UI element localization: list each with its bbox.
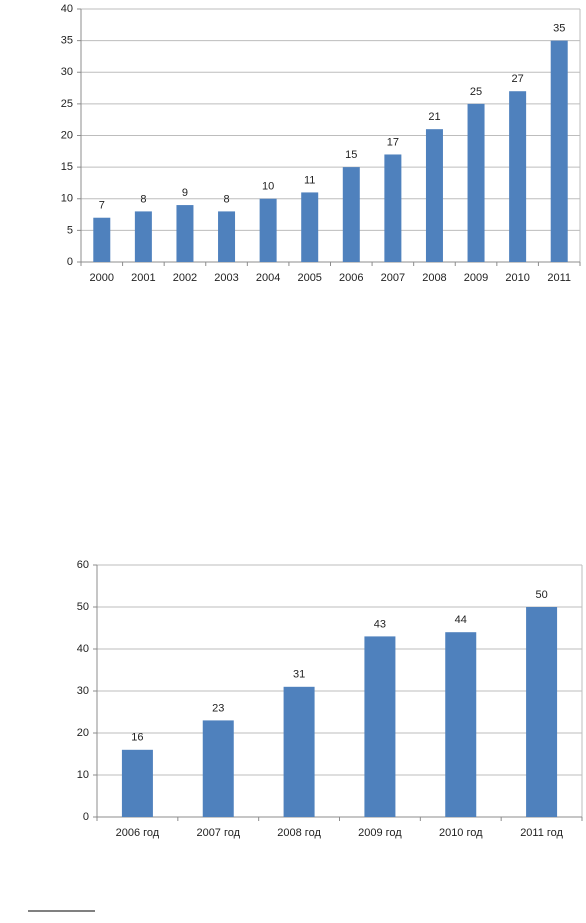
value-label: 8 bbox=[223, 193, 229, 205]
bar bbox=[134, 211, 152, 262]
bar bbox=[93, 217, 111, 262]
y-tick-label: 50 bbox=[77, 601, 89, 613]
bar bbox=[364, 636, 396, 817]
value-label: 31 bbox=[293, 669, 305, 681]
x-tick-label: 2009 bbox=[464, 272, 488, 284]
x-tick-label: 2010 bbox=[505, 272, 529, 284]
value-label: 10 bbox=[262, 181, 274, 193]
x-tick-label: 2002 bbox=[173, 272, 197, 284]
value-label: 27 bbox=[512, 73, 524, 85]
x-tick-label: 2007 год bbox=[196, 827, 240, 839]
y-tick-label: 30 bbox=[77, 685, 89, 697]
value-label: 16 bbox=[131, 732, 143, 744]
x-tick-label: 2006 bbox=[339, 272, 363, 284]
y-tick-label: 10 bbox=[61, 193, 73, 205]
y-tick-label: 0 bbox=[67, 256, 73, 268]
y-tick-label: 40 bbox=[61, 3, 73, 15]
y-tick-label: 20 bbox=[61, 129, 73, 141]
y-tick-label: 40 bbox=[77, 643, 89, 655]
x-tick-label: 2005 bbox=[297, 272, 321, 284]
value-label: 15 bbox=[345, 149, 357, 161]
value-label: 50 bbox=[535, 589, 547, 601]
y-tick-label: 10 bbox=[77, 769, 89, 781]
value-label: 44 bbox=[455, 614, 467, 626]
value-label: 25 bbox=[470, 86, 482, 98]
x-tick-label: 2008 bbox=[422, 272, 446, 284]
bar bbox=[202, 720, 234, 817]
bar bbox=[467, 103, 485, 262]
y-tick-label: 15 bbox=[61, 161, 73, 173]
y-tick-label: 30 bbox=[61, 66, 73, 78]
x-tick-label: 2004 bbox=[256, 272, 280, 284]
bar bbox=[301, 192, 319, 262]
x-tick-label: 2006 год bbox=[116, 827, 160, 839]
value-label: 35 bbox=[553, 23, 565, 35]
bar bbox=[526, 607, 558, 817]
y-tick-label: 25 bbox=[61, 98, 73, 110]
x-tick-label: 2000 bbox=[90, 272, 114, 284]
x-tick-label: 2010 год bbox=[439, 827, 483, 839]
bar bbox=[121, 749, 153, 817]
value-label: 7 bbox=[99, 200, 105, 212]
value-label: 11 bbox=[304, 174, 315, 186]
y-tick-label: 20 bbox=[77, 727, 89, 739]
value-label: 9 bbox=[182, 187, 188, 199]
bar bbox=[445, 632, 477, 817]
bar bbox=[384, 154, 402, 262]
bar bbox=[283, 686, 315, 817]
bar bbox=[425, 129, 443, 262]
y-tick-label: 60 bbox=[77, 559, 89, 571]
x-tick-label: 2007 bbox=[381, 272, 405, 284]
value-label: 8 bbox=[140, 193, 146, 205]
bar bbox=[342, 167, 360, 262]
value-label: 23 bbox=[212, 702, 224, 714]
bar bbox=[509, 91, 527, 262]
x-tick-label: 2011 bbox=[547, 272, 571, 284]
y-tick-label: 35 bbox=[61, 35, 73, 47]
bar bbox=[259, 198, 277, 262]
x-tick-label: 2001 bbox=[131, 272, 155, 284]
value-label: 43 bbox=[374, 618, 386, 630]
value-label: 21 bbox=[428, 111, 440, 123]
bar bbox=[550, 40, 568, 262]
bar bbox=[176, 205, 194, 262]
x-tick-label: 2008 год bbox=[277, 827, 321, 839]
y-tick-label: 0 bbox=[83, 811, 89, 823]
x-tick-label: 2003 bbox=[214, 272, 238, 284]
x-tick-label: 2011 год bbox=[520, 827, 563, 839]
value-label: 17 bbox=[387, 136, 399, 148]
x-tick-label: 2009 год bbox=[358, 827, 402, 839]
y-tick-label: 5 bbox=[67, 224, 73, 236]
bar bbox=[218, 211, 236, 262]
